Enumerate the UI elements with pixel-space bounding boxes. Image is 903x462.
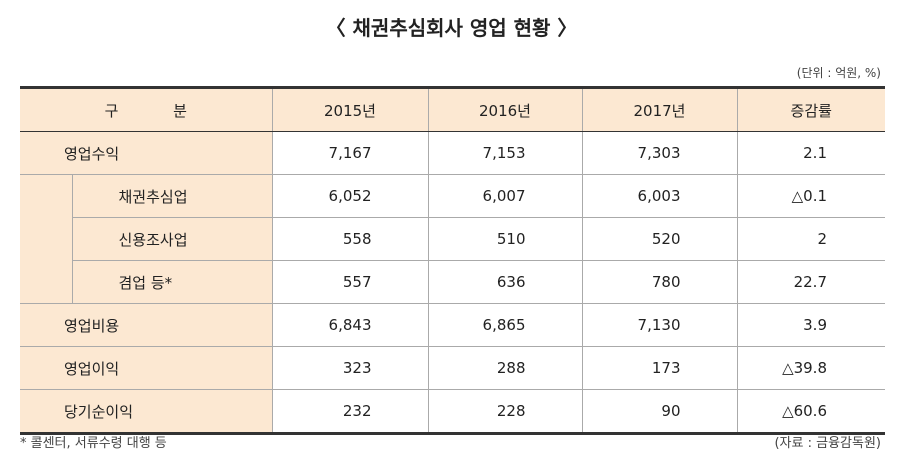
value-cell: 6,003 (581, 174, 738, 218)
row: 영업이익 323 288 173 △39.8 (20, 346, 885, 390)
source: (자료 : 금융감독원) (774, 436, 881, 451)
value-cell: 6,843 (271, 303, 429, 347)
sub-row-label: 채권추심업 (71, 174, 273, 218)
value-cell: 6,865 (427, 303, 583, 347)
row: 영업비용 6,843 6,865 7,130 3.9 (20, 303, 885, 347)
value-cell: 7,130 (581, 303, 738, 347)
row-label: 영업수익 (20, 131, 273, 175)
header-cell: 2016년 (427, 86, 583, 132)
value-cell: 232 (271, 389, 429, 435)
row-label: 당기순이익 (20, 389, 273, 435)
row: 영업수익 7,167 7,153 7,303 2.1 (20, 131, 885, 175)
header-cell: 2017년 (581, 86, 738, 132)
row: 당기순이익 232 228 90 △60.6 (20, 389, 885, 435)
value-cell: 557 (271, 260, 429, 304)
table: 구 분 2015년 2016년 2017년 증감률 영업수익 7,167 7,153 7,30… (20, 86, 885, 435)
sub-row: 겸업 등* 557 636 780 22.7 (20, 260, 885, 304)
sub-row: 채권추심업 6,052 6,007 6,003 △0.1 (20, 174, 885, 304)
sub-row-label: 신용조사업 (72, 217, 273, 261)
value-cell: 323 (271, 346, 429, 390)
indent-cell (20, 174, 73, 304)
value-cell: 7,167 (271, 131, 429, 175)
value-cell: 2 (736, 217, 885, 261)
value-cell: △39.8 (736, 346, 885, 390)
sub-row: 신용조사업 558 510 520 2 (20, 217, 885, 261)
unit-note: (단위 : 억원, %) (796, 66, 881, 80)
value-cell: 288 (427, 346, 583, 390)
footnote: * 콜센터, 서류수령 대행 등 (20, 436, 167, 451)
header-cell: 증감률 (736, 86, 885, 132)
table-body: 영업수익 7,167 7,153 7,303 2.1 채권추심업 6,052 6,007 6,0… (20, 131, 885, 435)
sub-row-label: 겸업 등* (72, 260, 273, 304)
value-cell: △60.6 (736, 389, 885, 435)
value-cell: 22.7 (736, 260, 885, 304)
value-cell: 6,007 (427, 174, 583, 218)
value-cell: 3.9 (736, 303, 885, 347)
row-label: 영업이익 (20, 346, 273, 390)
value-cell: 2.1 (736, 131, 885, 175)
header-cell: 구 분 (20, 86, 273, 132)
value-cell: 7,153 (427, 131, 583, 175)
header-cell: 2015년 (271, 86, 429, 132)
value-cell: 780 (581, 260, 738, 304)
value-cell: 228 (427, 389, 583, 435)
value-cell: 558 (271, 217, 429, 261)
row-label: 영업비용 (20, 303, 273, 347)
value-cell: 520 (581, 217, 738, 261)
value-cell: 6,052 (271, 174, 429, 218)
value-cell: 173 (581, 346, 738, 390)
title: 〈 채권추심회사 영업 현황 〉 (325, 16, 578, 40)
header-row: 구 분 2015년 2016년 2017년 증감률 (20, 86, 885, 132)
value-cell: 7,303 (581, 131, 738, 175)
value-cell: △0.1 (736, 174, 885, 218)
value-cell: 636 (427, 260, 583, 304)
value-cell: 510 (427, 217, 583, 261)
value-cell: 90 (581, 389, 738, 435)
